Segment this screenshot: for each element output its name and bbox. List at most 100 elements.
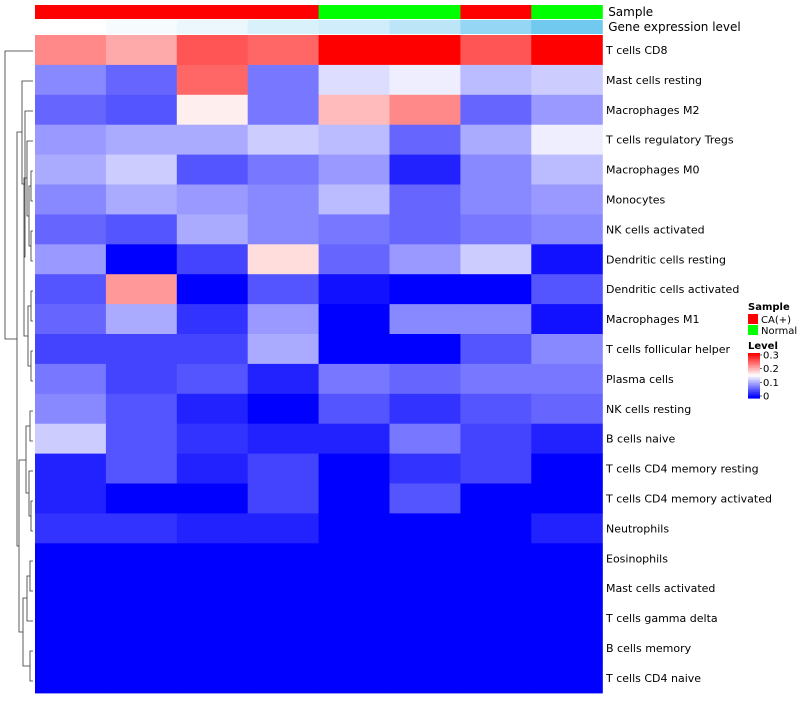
heatmap-cell	[105, 274, 178, 305]
heatmap-cell	[531, 214, 603, 245]
dendrogram-branch	[29, 410, 33, 442]
heatmap-cell	[531, 543, 603, 574]
heatmap-cell	[389, 304, 461, 335]
heatmap-cell	[389, 64, 461, 96]
heatmap-cell	[389, 483, 461, 514]
dendrogram-branch	[21, 80, 33, 185]
heatmap-cell	[318, 304, 391, 335]
heatmap-cell	[389, 334, 461, 365]
heatmap-cell	[389, 573, 461, 604]
heatmap-cell	[460, 423, 532, 455]
heatmap-cell	[35, 244, 107, 275]
heatmap-cell	[247, 633, 320, 664]
heatmap-cell	[105, 543, 178, 574]
level-legend-bar-segment	[748, 384, 760, 387]
heatmap-cell	[35, 662, 107, 694]
sample-annotation-cell	[247, 5, 320, 19]
heatmap-cell	[460, 573, 532, 604]
row-label: B cells memory	[606, 642, 692, 655]
heatmap-cell	[389, 543, 461, 574]
heatmap-cell	[531, 393, 603, 425]
dendrogram-branch	[30, 230, 33, 262]
heatmap-cell	[318, 573, 391, 604]
dendrogram-branch	[29, 650, 33, 682]
heatmap-cell	[247, 124, 320, 156]
level-legend-bar-segment	[748, 389, 760, 392]
heatmap-cell	[105, 304, 178, 335]
heatmap-cell	[318, 662, 391, 694]
heatmap-cell	[247, 94, 320, 126]
heatmap-cell	[176, 154, 249, 186]
heatmap-cell	[105, 483, 178, 514]
heatmap-cell	[176, 274, 249, 305]
heatmap-cell	[460, 214, 532, 245]
heatmap-cell	[460, 35, 532, 66]
row-label: Monocytes	[606, 193, 666, 206]
heatmap-cell	[176, 304, 249, 335]
sample-legend-label: Normal	[761, 326, 797, 337]
sample-annotation-cell	[531, 5, 603, 19]
heatmap-cell	[460, 633, 532, 664]
heatmap-cell	[318, 513, 391, 544]
expression-annotation-cell	[105, 20, 178, 34]
heatmap-cell	[35, 363, 107, 395]
heatmap-cell	[531, 363, 603, 395]
heatmap-cell	[389, 363, 461, 395]
heatmap-cell	[247, 334, 320, 365]
heatmap-cell	[247, 662, 320, 694]
heatmap-cell	[460, 154, 532, 186]
heatmap-cell	[35, 154, 107, 186]
heatmap-cell	[389, 603, 461, 634]
level-legend-bar-segment	[748, 369, 760, 372]
row-label: T cells gamma delta	[605, 612, 718, 625]
expression-annotation-cell	[460, 20, 532, 34]
heatmap-cell	[531, 124, 603, 156]
row-label: T cells CD4 memory activated	[605, 492, 772, 505]
level-legend-tick-label: 0.1	[763, 378, 779, 389]
heatmap-cell	[389, 35, 461, 66]
heatmap-cell	[460, 543, 532, 574]
heatmap-cell	[247, 363, 320, 395]
dendrogram-branch	[24, 110, 33, 258]
heatmap-cell	[389, 124, 461, 156]
heatmap-cell	[176, 363, 249, 395]
heatmap-cell	[35, 423, 107, 455]
heatmap-cell	[176, 633, 249, 664]
heatmap-cell	[176, 334, 249, 365]
heatmap-cell	[318, 154, 391, 186]
heatmap-cell	[35, 453, 107, 485]
heatmap-cell	[460, 453, 532, 485]
heatmap-cell	[176, 453, 249, 485]
row-label: Dendritic cells resting	[606, 253, 726, 266]
dendrogram-branch	[28, 470, 33, 517]
heatmap-cell	[176, 64, 249, 96]
heatmap-cell	[318, 274, 391, 305]
heatmap-cell	[460, 184, 532, 215]
heatmap-cell	[176, 214, 249, 245]
heatmap-cell	[531, 423, 603, 455]
heatmap-cell	[389, 423, 461, 455]
heatmap-cell	[318, 483, 391, 514]
heatmap-cell	[531, 513, 603, 544]
heatmap-cell	[318, 393, 391, 425]
heatmap-cell	[105, 124, 178, 156]
heatmap-cell	[460, 393, 532, 425]
sample-annotation-cell	[35, 5, 107, 19]
row-label: NK cells resting	[606, 403, 691, 416]
sample-legend-swatch	[748, 325, 758, 335]
sample-annotation-cell	[176, 5, 249, 19]
heatmap-cell	[318, 124, 391, 156]
level-legend-bar-segment	[748, 354, 760, 357]
heatmap-cell	[460, 662, 532, 694]
heatmap-cell	[247, 483, 320, 514]
heatmap-cell	[105, 214, 178, 245]
heatmap-cell	[389, 662, 461, 694]
expression-annotation-cell	[176, 20, 249, 34]
sample-annotation-cell	[318, 5, 391, 19]
heatmap-cell	[389, 244, 461, 275]
heatmap-cell	[318, 244, 391, 275]
level-legend-bar-segment	[748, 383, 760, 386]
dendrogram-branch	[4, 50, 33, 340]
heatmap-cell	[531, 64, 603, 96]
heatmap-cell	[531, 244, 603, 275]
